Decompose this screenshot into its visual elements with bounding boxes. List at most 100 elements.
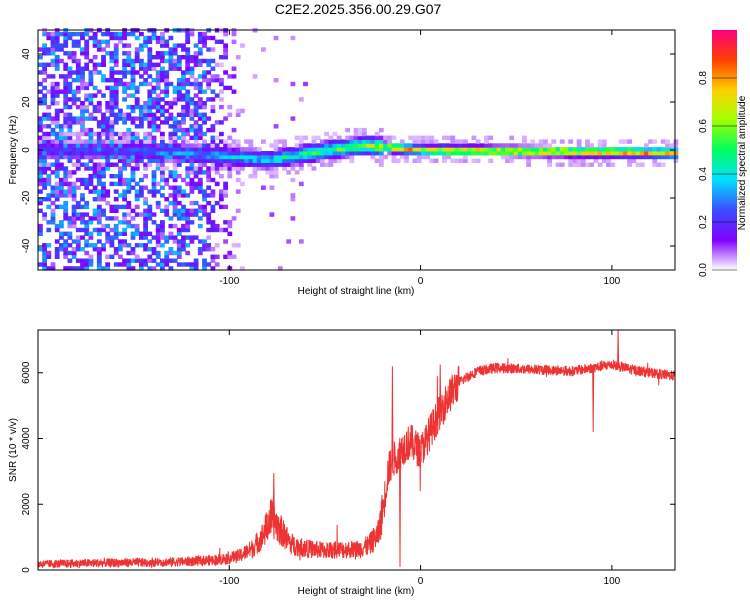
heatmap-cell — [475, 158, 481, 163]
heatmap-cell — [38, 89, 43, 94]
heatmap-cell — [71, 189, 77, 194]
heatmap-cell — [67, 174, 73, 179]
heatmap-cell — [290, 166, 296, 171]
heatmap-cell — [261, 139, 266, 144]
heatmap-cell — [172, 212, 178, 217]
heatmap-cell — [113, 97, 119, 102]
heatmap-cell — [42, 162, 47, 167]
heatmap-cell — [391, 135, 397, 140]
heatmap-cell — [164, 212, 170, 217]
heatmap-cell — [189, 116, 195, 121]
heatmap-cell — [181, 108, 186, 114]
heatmap-cell — [59, 147, 64, 152]
heatmap-cell — [118, 31, 123, 37]
heatmap-cell — [282, 166, 287, 171]
heatmap-cell — [214, 135, 220, 140]
heatmap-cell — [235, 166, 241, 171]
heatmap-cell — [88, 254, 94, 259]
heatmap-cell — [202, 154, 207, 160]
heatmap-cell — [303, 154, 308, 160]
heatmap-cell — [509, 151, 515, 156]
heatmap-cell — [172, 166, 178, 171]
heatmap-cell — [155, 39, 161, 44]
heatmap-cell — [479, 143, 485, 148]
heatmap-cell — [160, 193, 165, 198]
heatmap-cell — [416, 151, 422, 156]
heatmap-cell — [660, 139, 666, 144]
heatmap-cell — [467, 143, 473, 148]
heatmap-cell — [223, 31, 228, 37]
heatmap-cell — [185, 66, 191, 71]
heatmap-cell — [67, 139, 73, 144]
heatmap-cell — [399, 143, 405, 148]
heatmap-cell — [269, 151, 275, 156]
heatmap-cell — [84, 43, 90, 48]
heatmap-cell — [160, 227, 165, 233]
heatmap-cell — [160, 266, 165, 271]
heatmap-cell — [311, 151, 317, 156]
heatmap-cell — [202, 243, 207, 248]
heatmap-cell — [151, 185, 157, 190]
heatmap-cell — [147, 131, 153, 137]
heatmap-cell — [219, 162, 224, 167]
heatmap-cell — [176, 250, 182, 256]
heatmap-cell — [109, 143, 115, 148]
heatmap-cell — [160, 31, 165, 37]
heatmap-cell — [593, 151, 599, 156]
heatmap-cell — [429, 139, 435, 144]
heatmap-cell — [118, 131, 123, 137]
heatmap-cell — [139, 112, 144, 117]
heatmap-cell — [210, 78, 216, 83]
heatmap-cell — [67, 243, 73, 248]
heatmap-cell — [311, 139, 317, 144]
heatmap-cell — [42, 212, 47, 217]
heatmap-cell — [328, 162, 334, 167]
heatmap-cell — [223, 43, 228, 48]
heatmap-cell — [324, 151, 329, 156]
heatmap-cell — [130, 258, 136, 263]
y-tick-label: -40 — [21, 238, 32, 253]
heatmap-cell — [627, 162, 632, 167]
heatmap-cell — [176, 247, 182, 252]
heatmap-cell — [54, 116, 60, 121]
heatmap-cell — [96, 143, 102, 148]
heatmap-cell — [286, 154, 292, 160]
heatmap-cell — [75, 116, 81, 121]
heatmap-cell — [71, 170, 77, 175]
heatmap-cell — [164, 85, 170, 91]
heatmap-cell — [185, 31, 191, 37]
heatmap-cell — [96, 124, 102, 129]
heatmap-cell — [84, 258, 90, 263]
heatmap-cell — [185, 143, 191, 148]
heatmap-cell — [42, 243, 47, 248]
heatmap-cell — [618, 147, 624, 152]
heatmap-cell — [126, 131, 132, 137]
heatmap-cell — [669, 154, 675, 160]
heatmap-cell — [126, 181, 132, 187]
heatmap-cell — [269, 170, 275, 175]
heatmap-cell — [122, 147, 127, 152]
heatmap-cell — [143, 258, 148, 263]
heatmap-cell — [202, 162, 207, 167]
heatmap-cell — [88, 58, 94, 64]
heatmap-cell — [122, 131, 127, 137]
heatmap-cell — [63, 51, 69, 56]
heatmap-cell — [109, 154, 115, 160]
heatmap-cell — [538, 147, 544, 152]
heatmap-cell — [147, 51, 153, 56]
heatmap-cell — [353, 147, 359, 152]
heatmap-cell — [75, 227, 81, 233]
heatmap-cell — [164, 147, 170, 152]
heatmap-cell — [50, 151, 56, 156]
heatmap-cell — [50, 120, 56, 125]
heatmap-cell — [143, 197, 148, 202]
heatmap-cell — [134, 227, 140, 233]
heatmap-cell — [96, 220, 102, 225]
heatmap-cell — [538, 154, 544, 160]
heatmap-cell — [223, 151, 228, 156]
heatmap-cell — [353, 151, 359, 156]
heatmap-cell — [202, 212, 207, 217]
heatmap-cell — [118, 39, 123, 44]
heatmap-cell — [530, 139, 536, 144]
heatmap-cell — [399, 147, 405, 152]
